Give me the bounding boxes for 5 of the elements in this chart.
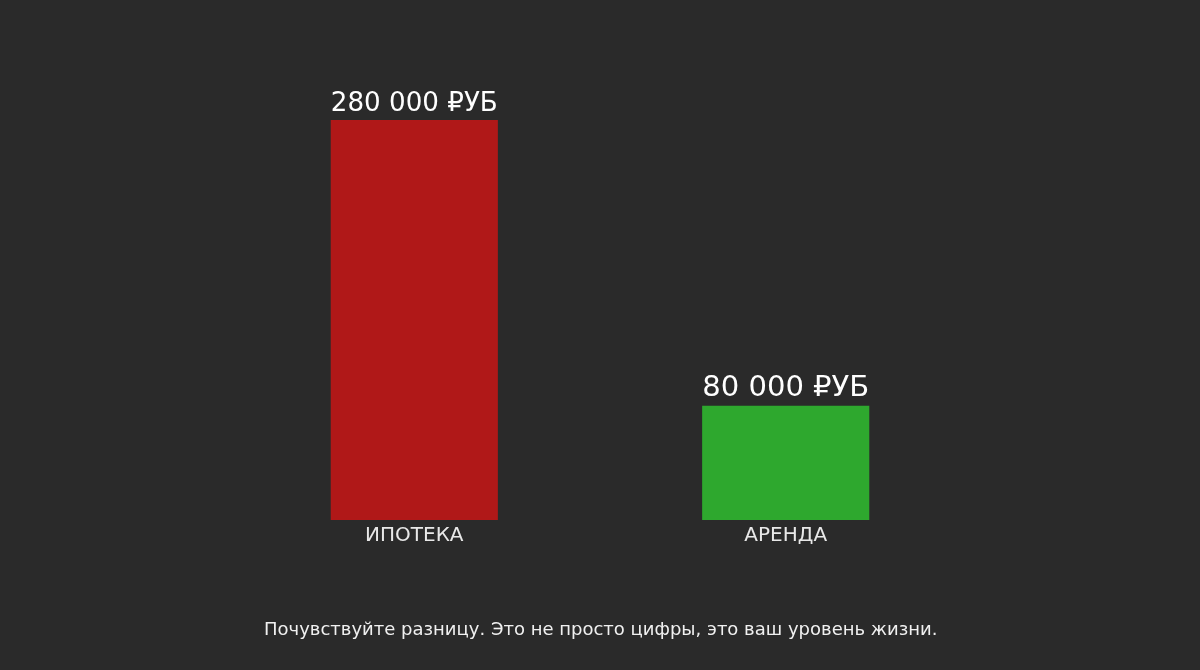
x-tick-label: АРЕНДА bbox=[744, 522, 828, 546]
x-tick-label: ИПОТЕКА bbox=[365, 522, 464, 546]
text: Почувствуйте разницу. Это не просто цифры, это ваш уровень жизни. bbox=[264, 618, 938, 639]
data-label: 280 000 ₽УБ bbox=[330, 87, 498, 118]
data-label: 80 000 ₽УБ bbox=[702, 369, 870, 404]
